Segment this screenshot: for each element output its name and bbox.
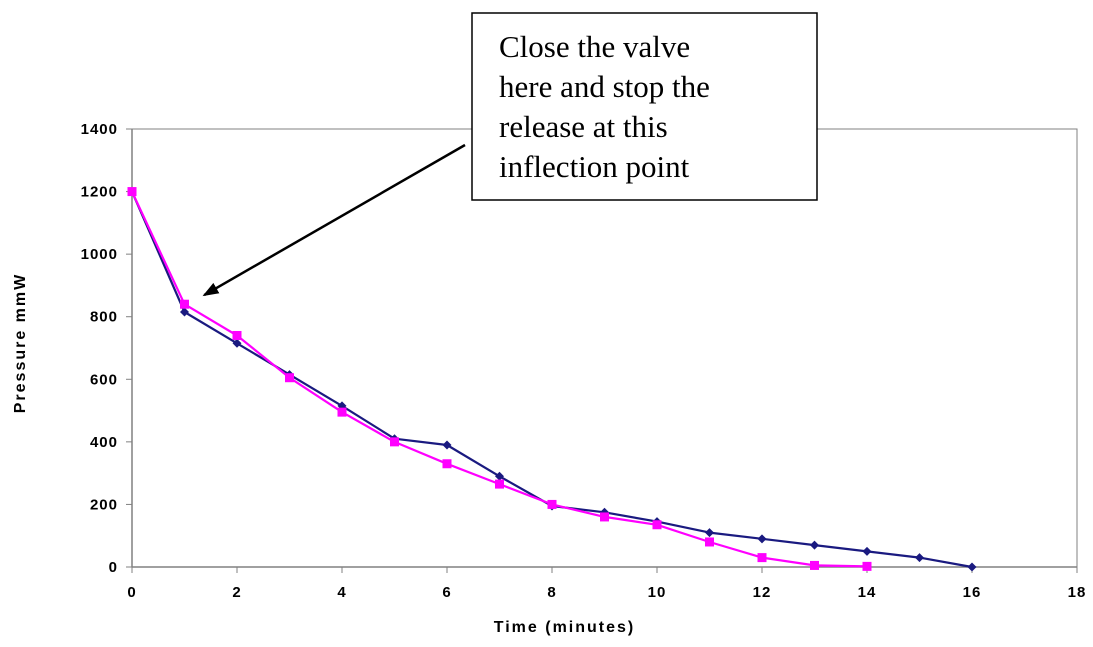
series-2-point	[862, 561, 872, 571]
x-tick-label: 8	[547, 584, 556, 601]
y-axis-title: Pressure mmW	[12, 273, 29, 414]
series-2-point	[705, 537, 714, 547]
x-tick-label: 18	[1068, 584, 1087, 601]
y-tick-label: 0	[109, 559, 118, 576]
series-2-point	[810, 560, 819, 570]
series-1-point	[757, 534, 767, 544]
y-tick-label: 1000	[81, 246, 118, 263]
series-2-point	[390, 437, 399, 447]
x-tick-label: 0	[127, 584, 136, 601]
series-2-point	[442, 459, 452, 469]
series-1-point	[705, 528, 714, 538]
axes: 0 200 400 600 800 1000 1200 1400 0 2 4 6 8 10 12 14 16 18…	[12, 121, 1087, 636]
series-2-point	[547, 499, 557, 509]
x-axis-title: Time (minutes)	[494, 619, 636, 636]
y-tick-label: 1200	[81, 184, 118, 201]
series-1-line	[130, 191, 973, 569]
x-tick-label: 4	[337, 584, 346, 601]
series-2-point	[600, 512, 609, 522]
series-1-point	[495, 471, 504, 481]
series-2-point	[495, 479, 504, 489]
series-2-point	[337, 407, 347, 417]
callout-text-line: release at this	[499, 109, 668, 144]
series-2-point	[285, 373, 294, 383]
callout-text-line: inflection point	[499, 149, 690, 184]
series-1-point	[915, 553, 924, 563]
series-2-point	[757, 553, 767, 563]
y-tick-label: 1400	[81, 121, 118, 138]
y-tick-label: 800	[90, 309, 118, 326]
series-1-point	[810, 540, 819, 550]
callout-text-line: Close the valve	[499, 29, 690, 64]
callout-text-line: here and stop the	[499, 69, 710, 104]
callout-arrow	[202, 143, 466, 297]
x-tick-label: 14	[858, 584, 877, 601]
series-1-point	[232, 338, 242, 348]
series-2-point	[180, 299, 189, 309]
series-2-point	[652, 520, 662, 530]
series-1-point	[442, 440, 452, 450]
y-tick-label: 200	[90, 496, 118, 513]
x-tick-label: 6	[442, 584, 451, 601]
series-1-point	[967, 562, 977, 572]
series-1-point	[180, 307, 189, 317]
x-tick-label: 10	[648, 584, 667, 601]
series-2-line	[131, 191, 868, 568]
x-tick-label: 2	[232, 584, 241, 601]
y-tick-label: 400	[90, 434, 118, 451]
y-tick-label: 600	[90, 371, 118, 388]
callout-box	[471, 12, 818, 201]
series-1	[127, 187, 977, 572]
x-tick-label: 16	[963, 584, 982, 601]
series-group	[127, 187, 977, 572]
x-tick-label: 12	[753, 584, 772, 601]
series-1-point	[862, 546, 872, 556]
series-2-point	[127, 187, 137, 197]
series-2-point	[232, 330, 242, 340]
series-2	[127, 187, 872, 571]
annotation-group: Close the valve here and stop the release …	[202, 12, 818, 297]
